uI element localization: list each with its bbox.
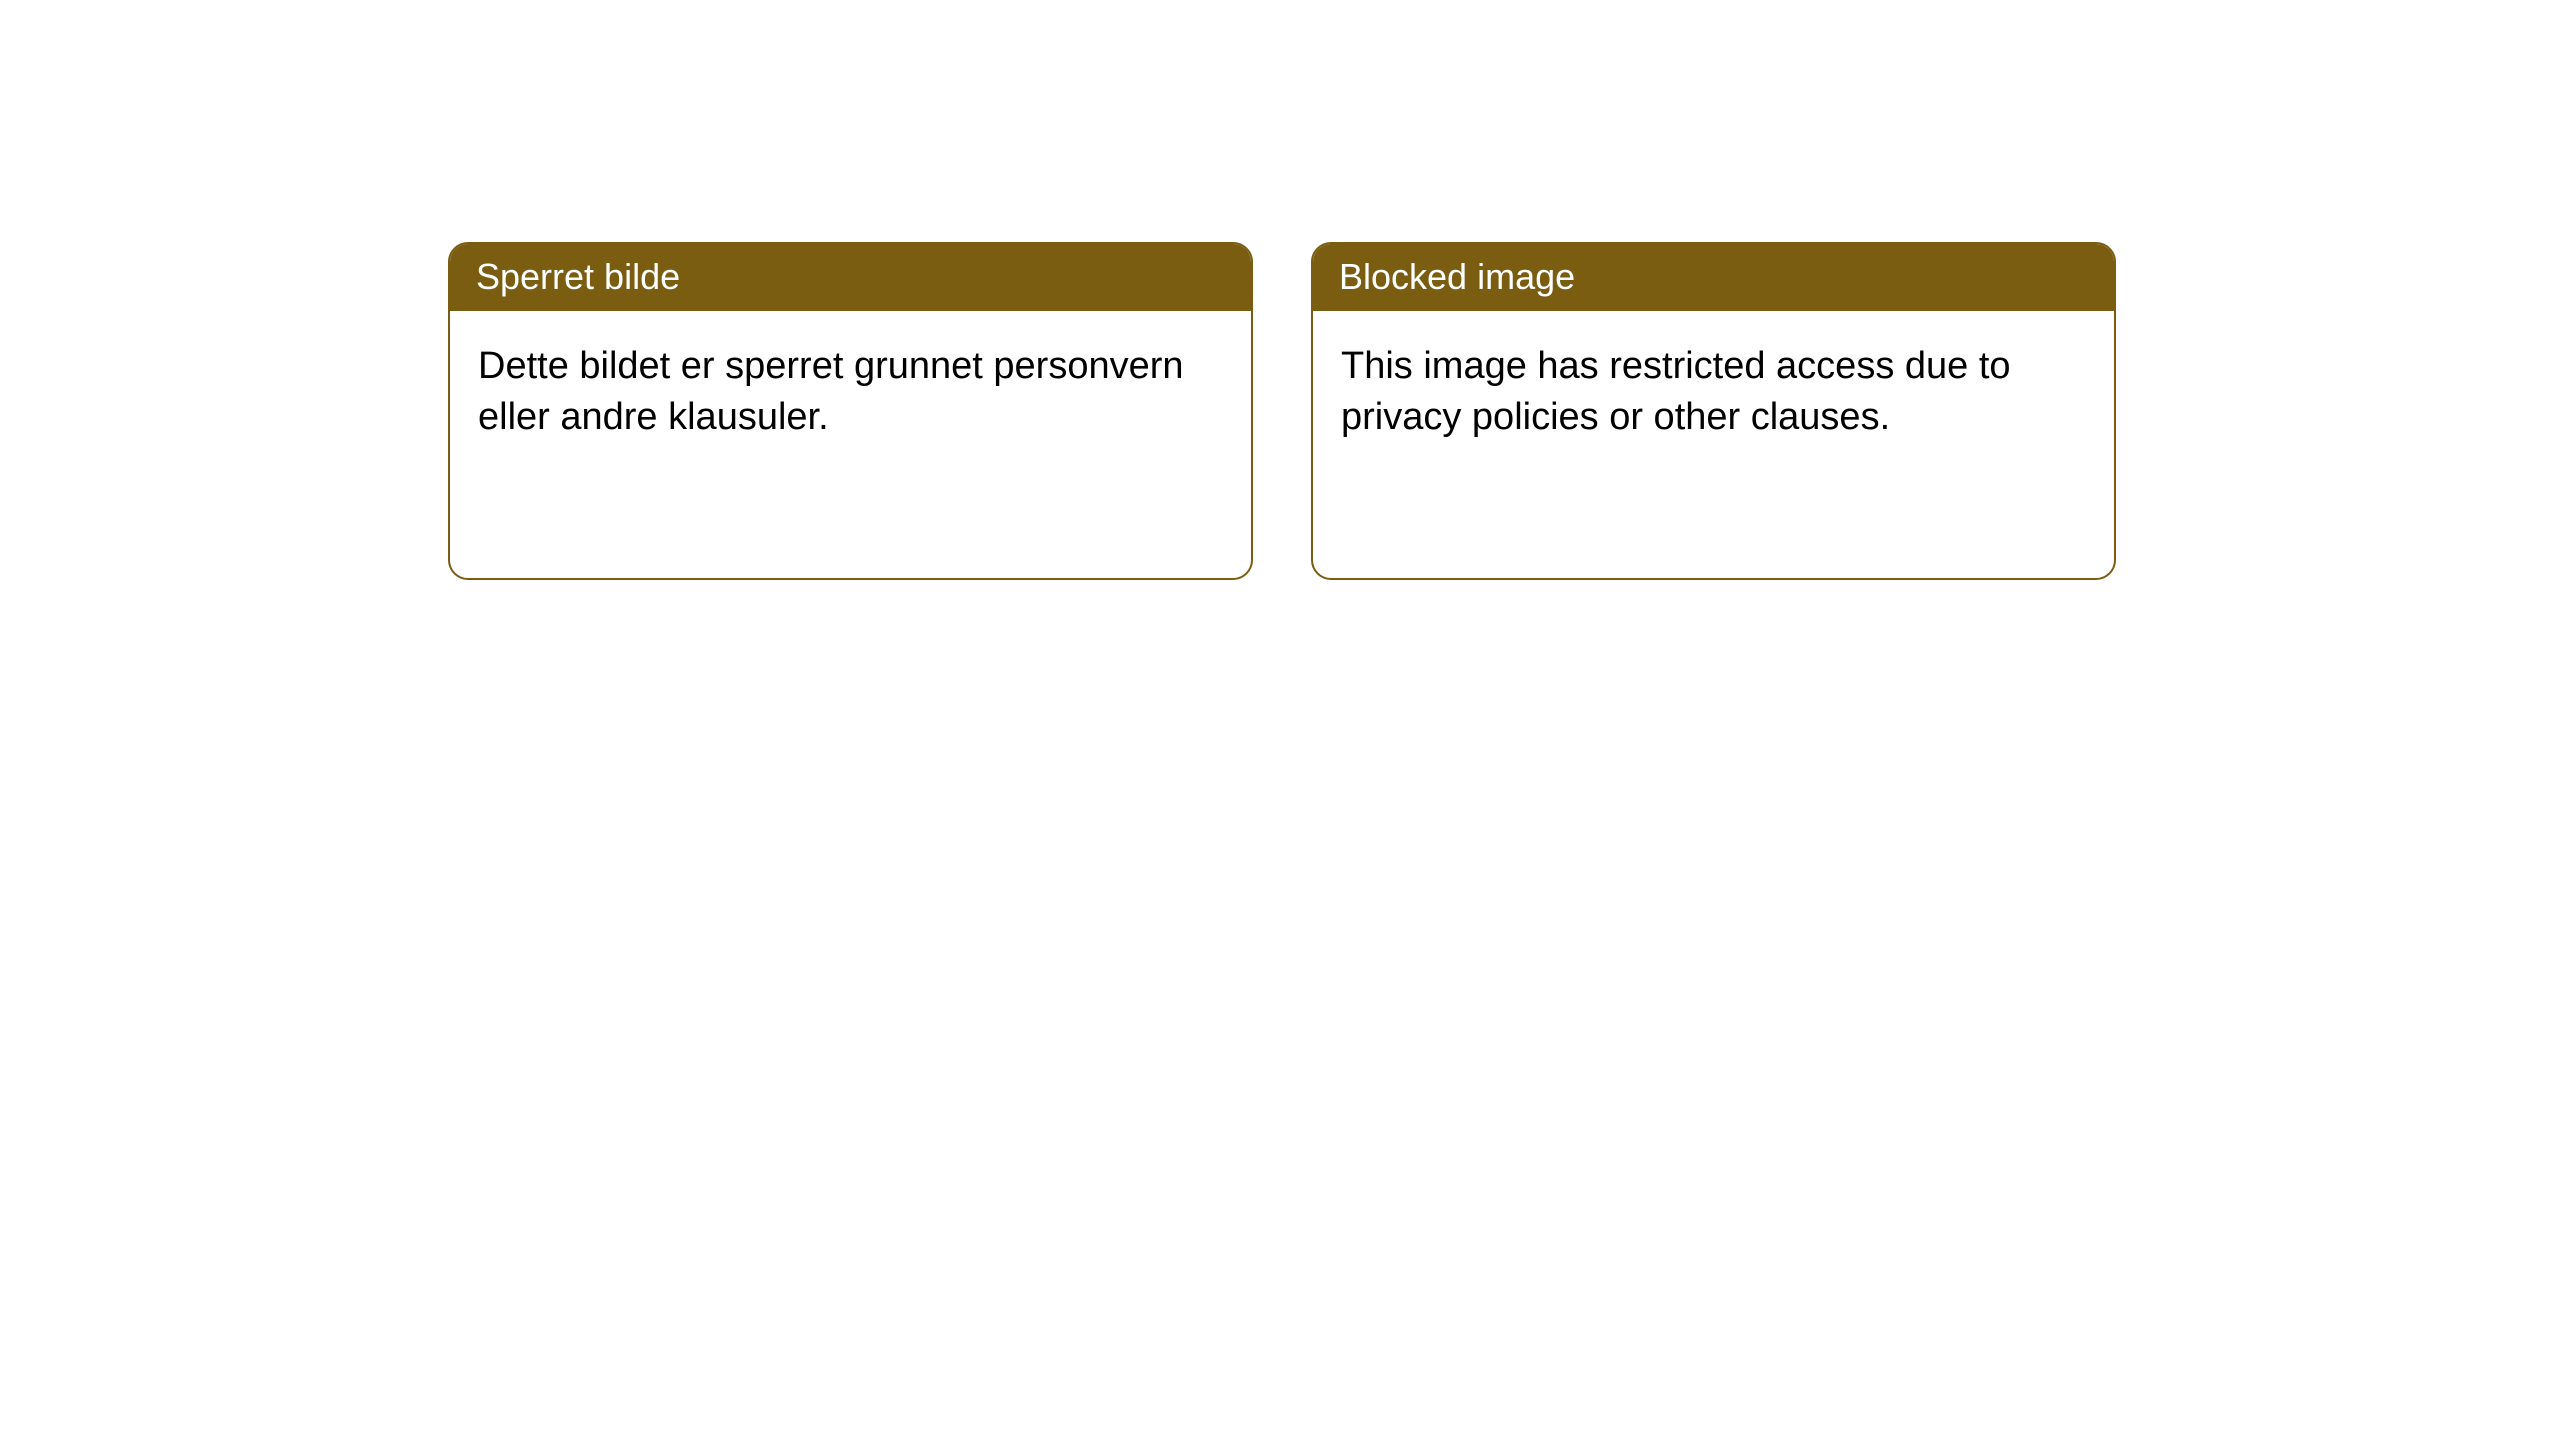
card-header-no: Sperret bilde [450,244,1251,311]
blocked-image-card-no: Sperret bilde Dette bildet er sperret gr… [448,242,1253,580]
card-body-no: Dette bildet er sperret grunnet personve… [450,311,1251,474]
card-body-en: This image has restricted access due to … [1313,311,2114,474]
card-header-en: Blocked image [1313,244,2114,311]
notice-cards-row: Sperret bilde Dette bildet er sperret gr… [0,0,2560,580]
blocked-image-card-en: Blocked image This image has restricted … [1311,242,2116,580]
